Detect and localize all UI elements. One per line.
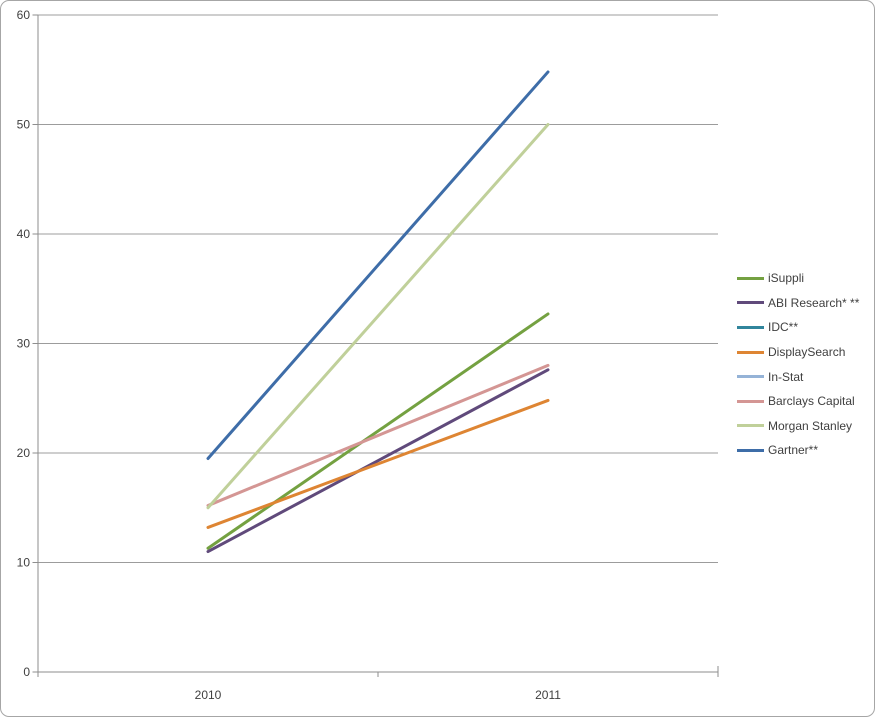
legend-swatch-isuppli (737, 276, 764, 280)
x-tick-label: 2010 (195, 688, 222, 702)
legend-item-isuppli[interactable]: iSuppli (737, 266, 875, 291)
legend-swatch-displaysearch (737, 350, 764, 354)
legend-swatch-gartner (737, 448, 764, 452)
series-line-displaysearch[interactable] (206, 398, 550, 529)
legend-item-in-stat[interactable]: In-Stat (737, 364, 875, 389)
series-line-gartner[interactable] (206, 70, 550, 460)
legend-item-morgan-stanley[interactable]: Morgan Stanley (737, 414, 875, 439)
series-line-barclays-capital[interactable] (206, 363, 550, 508)
y-tick-label: 0 (23, 665, 30, 679)
legend-item-abi-research[interactable]: ABI Research* ** (737, 291, 875, 316)
legend-item-gartner[interactable]: Gartner** (737, 438, 875, 463)
legend-swatch-barclays-capital (737, 399, 764, 403)
y-tick-label: 30 (17, 337, 31, 351)
series-line-isuppli[interactable] (206, 312, 550, 550)
legend-label-idc: IDC** (768, 320, 799, 335)
y-tick-label: 50 (17, 118, 31, 132)
legend-item-barclays-capital[interactable]: Barclays Capital (737, 389, 875, 414)
legend-swatch-morgan-stanley (737, 424, 764, 428)
chart-legend: iSuppli ABI Research* ** IDC** DisplaySearc… (737, 266, 875, 463)
legend-swatch-in-stat (737, 375, 764, 379)
legend-label-isuppli: iSuppli (768, 271, 805, 286)
y-tick-label: 20 (17, 446, 31, 460)
legend-item-idc[interactable]: IDC** (737, 315, 875, 340)
x-tick-label: 2011 (535, 688, 561, 702)
y-tick-label: 10 (17, 556, 31, 570)
y-tick-label: 60 (17, 8, 31, 22)
series-line-morgan-stanley[interactable] (206, 123, 550, 510)
legend-swatch-abi-research (737, 301, 764, 305)
legend-swatch-idc (737, 325, 764, 329)
legend-label-gartner: Gartner** (768, 443, 819, 458)
legend-label-abi-research: ABI Research* ** (768, 295, 860, 310)
series-line-abi-research[interactable] (206, 368, 550, 554)
legend-label-in-stat: In-Stat (768, 369, 804, 384)
y-tick-label: 40 (17, 227, 31, 241)
legend-item-displaysearch[interactable]: DisplaySearch (737, 340, 875, 365)
legend-label-displaysearch: DisplaySearch (768, 345, 846, 360)
legend-label-morgan-stanley: Morgan Stanley (768, 418, 853, 433)
legend-label-barclays-capital: Barclays Capital (768, 394, 855, 409)
